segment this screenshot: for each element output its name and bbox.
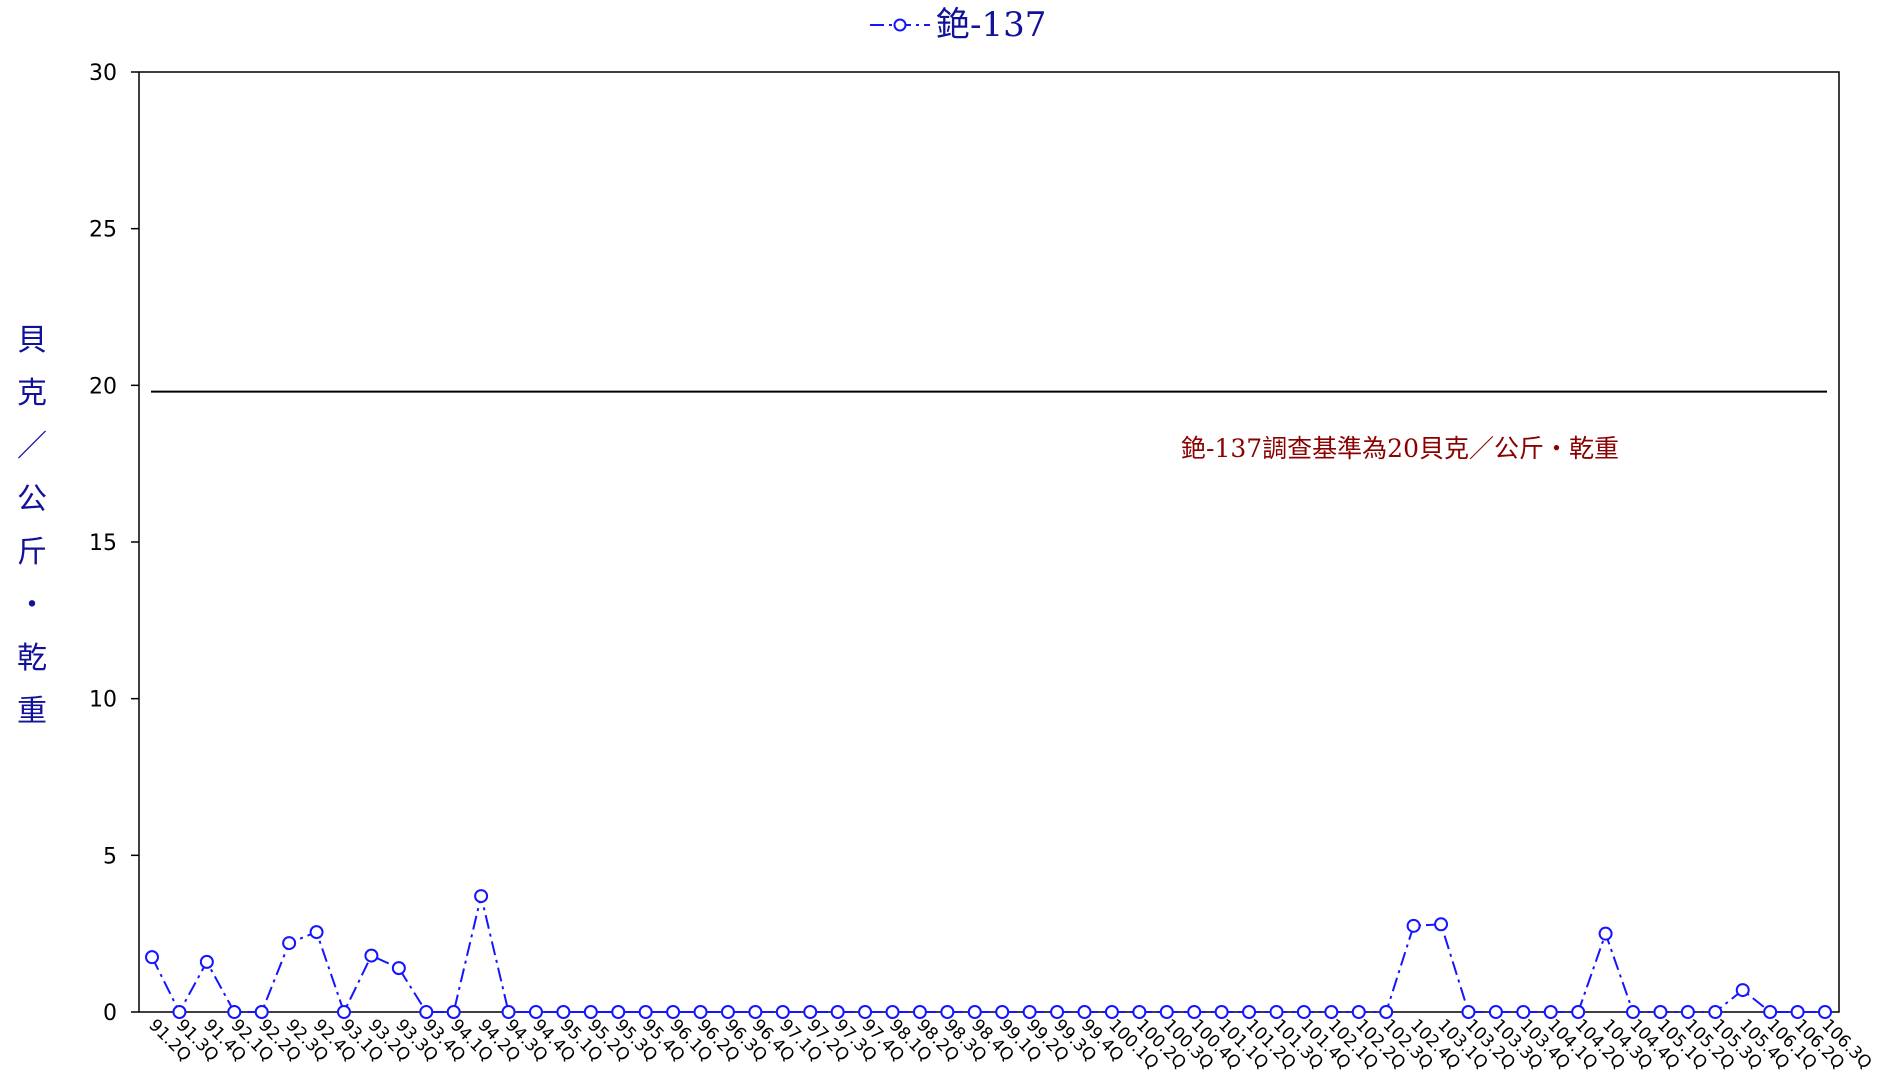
data-point	[528, 1005, 543, 1019]
series-cs137	[145, 889, 1832, 1019]
data-point	[1461, 1005, 1476, 1019]
data-point	[1022, 1005, 1037, 1019]
data-point	[1735, 983, 1750, 998]
data-point	[172, 1005, 187, 1019]
data-point	[1626, 1005, 1641, 1019]
data-point	[1598, 926, 1613, 941]
data-point	[1104, 1005, 1119, 1019]
data-point	[1543, 1005, 1558, 1019]
data-point	[1351, 1005, 1366, 1019]
data-point	[1516, 1005, 1531, 1019]
y-axis-ticks: 0 5 10 15 20 25 30	[89, 61, 139, 1026]
data-point	[1708, 1005, 1723, 1019]
data-point	[1159, 1005, 1174, 1019]
data-point	[940, 1005, 955, 1019]
data-point	[227, 1005, 242, 1019]
data-point	[1324, 1005, 1339, 1019]
data-point	[803, 1005, 818, 1019]
data-point	[1379, 1005, 1394, 1019]
data-point	[556, 1005, 571, 1019]
y-tick-label: 25	[89, 218, 117, 243]
data-point	[364, 948, 379, 963]
data-point	[199, 954, 214, 969]
data-point	[1488, 1005, 1503, 1019]
data-point	[748, 1005, 763, 1019]
data-point	[693, 1005, 708, 1019]
data-point	[995, 1005, 1010, 1019]
data-point	[775, 1005, 790, 1019]
data-point	[611, 1005, 626, 1019]
data-point	[1406, 918, 1421, 933]
data-point	[1187, 1005, 1202, 1019]
data-point	[638, 1005, 653, 1019]
legend-label: 銫-137	[936, 5, 1046, 45]
reference-line-annotation: 銫-137調查基準為20貝克／公斤・乾重	[1181, 434, 1619, 463]
data-point	[858, 1005, 873, 1019]
data-point	[1790, 1005, 1805, 1019]
x-axis-ticks: 91.2Q91.3Q91.4Q92.1Q92.2Q92.3Q92.4Q93.1Q…	[144, 1015, 1875, 1073]
data-point	[666, 1005, 681, 1019]
data-point	[1680, 1005, 1695, 1019]
y-tick-label: 30	[89, 61, 117, 86]
data-point	[474, 889, 489, 904]
data-point	[1132, 1005, 1147, 1019]
data-point	[1050, 1005, 1065, 1019]
data-point	[1242, 1005, 1257, 1019]
legend-circle-marker	[893, 18, 907, 32]
data-point	[1763, 1005, 1778, 1019]
y-axis-label: 貝克／公斤・乾重	[17, 323, 47, 729]
y-tick-label: 20	[89, 374, 117, 399]
data-point	[1214, 1005, 1229, 1019]
data-point	[967, 1005, 982, 1019]
data-point	[583, 1005, 598, 1019]
data-point	[1434, 917, 1449, 932]
y-axis-label-text: 貝克／公斤・乾重	[17, 323, 47, 729]
data-point	[391, 961, 406, 976]
data-point	[830, 1005, 845, 1019]
y-tick-label: 15	[89, 531, 117, 556]
data-point	[145, 950, 159, 965]
data-point	[1653, 1005, 1668, 1019]
plot-area-frame	[138, 71, 1840, 1013]
legend: 銫-137	[870, 5, 1046, 45]
y-tick-label: 10	[89, 688, 117, 713]
data-point	[720, 1005, 735, 1019]
data-point	[1818, 1005, 1832, 1019]
data-point	[885, 1005, 900, 1019]
data-point	[282, 936, 297, 951]
data-point	[1571, 1005, 1586, 1019]
data-point	[309, 925, 324, 940]
data-point	[254, 1005, 269, 1019]
y-tick-label: 5	[103, 844, 117, 869]
data-point	[336, 1005, 351, 1019]
data-point	[501, 1005, 516, 1019]
data-point	[446, 1005, 461, 1019]
data-point	[1296, 1005, 1311, 1019]
data-point	[912, 1005, 927, 1019]
y-tick-label: 0	[103, 1001, 117, 1026]
data-point	[1269, 1005, 1284, 1019]
data-point	[419, 1005, 434, 1019]
data-point	[1077, 1005, 1092, 1019]
